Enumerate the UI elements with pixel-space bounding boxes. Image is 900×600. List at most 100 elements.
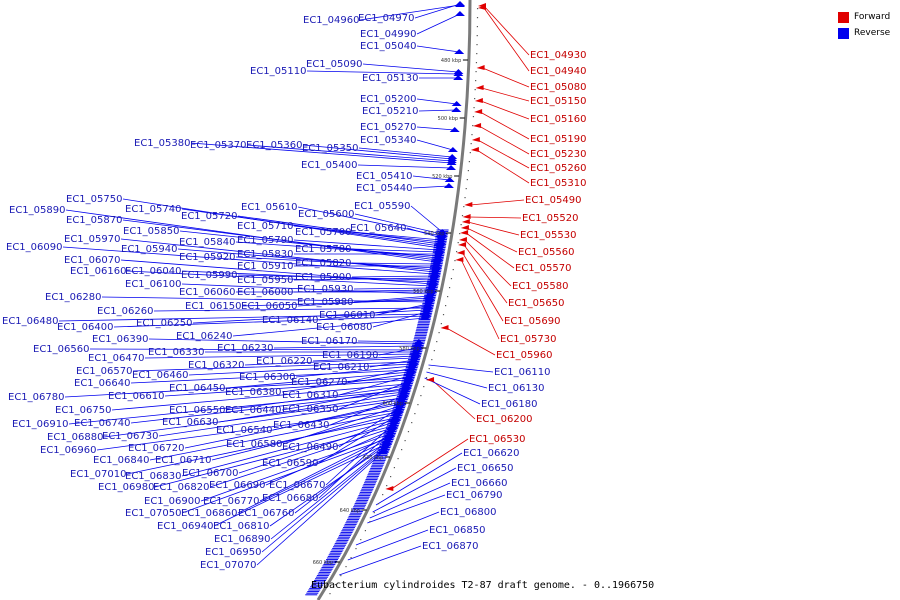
- gene-label-left: EC1_05890: [9, 205, 65, 216]
- connector-line: [465, 232, 515, 269]
- gene-label-left: EC1_06590: [262, 458, 318, 469]
- gene-label-right-forward: EC1_05150: [530, 96, 586, 107]
- gene-label-left: EC1_06560: [33, 344, 89, 355]
- connector-line: [480, 100, 530, 120]
- connector-line: [357, 164, 452, 169]
- gene-label-left: EC1_06000: [237, 287, 293, 298]
- connector-line: [130, 391, 405, 424]
- connector-line: [148, 338, 419, 345]
- connector-line: [416, 126, 455, 131]
- reverse-gene-feature: [453, 71, 464, 76]
- gene-label-left: EC1_06280: [45, 292, 101, 303]
- gene-label-left: EC1_06760: [238, 508, 294, 519]
- gene-label-right-reverse: EC1_06790: [446, 490, 502, 501]
- gene-label-right-forward: EC1_05730: [500, 334, 556, 345]
- legend-forward-label: Forward: [854, 12, 891, 22]
- connector-line: [246, 144, 452, 162]
- gene-label-left: EC1_06680: [262, 493, 318, 504]
- backbone-dot: [467, 170, 469, 172]
- connector-line: [351, 231, 441, 241]
- gene-label-left: EC1_05040: [360, 41, 416, 52]
- connector-line: [218, 393, 404, 423]
- connector-line: [293, 239, 440, 251]
- gene-label-left: EC1_06710: [155, 455, 211, 466]
- backbone-dot: [464, 197, 466, 199]
- backbone-dot: [475, 71, 477, 73]
- backbone-dot: [469, 152, 471, 154]
- gene-label-right-forward: EC1_05190: [530, 134, 586, 145]
- legend-forward: Forward: [838, 9, 890, 25]
- backbone-dot: [475, 62, 478, 64]
- connector-line: [188, 363, 413, 376]
- gene-label-left: EC1_05980: [297, 297, 353, 308]
- connector-line: [181, 270, 434, 283]
- connector-line: [351, 248, 439, 253]
- backbone-dot: [417, 404, 419, 406]
- gene-label-left: EC1_05930: [297, 284, 353, 295]
- connector-line: [181, 437, 389, 514]
- gene-label-left: EC1_05750: [66, 194, 122, 205]
- connector-line: [428, 364, 494, 373]
- backbone-dot: [407, 431, 410, 433]
- backbone-dot: [355, 548, 357, 550]
- backbone-dot: [456, 251, 458, 253]
- connector-line: [113, 315, 426, 328]
- connector-line: [359, 4, 461, 21]
- connector-line: [468, 216, 522, 219]
- connector-line: [318, 431, 391, 499]
- forward-gene-feature: [460, 225, 469, 230]
- gene-label-right-forward: EC1_04930: [530, 50, 586, 61]
- backbone-dot: [448, 287, 451, 289]
- forward-gene-feature: [473, 123, 482, 128]
- legend: Forward Reverse: [838, 9, 890, 41]
- legend-reverse: Reverse: [838, 25, 890, 41]
- backbone-dot: [404, 440, 406, 442]
- connector-line: [184, 403, 401, 449]
- connector-line: [259, 435, 390, 502]
- gene-label-left: EC1_06400: [57, 322, 113, 333]
- gene-label-left: EC1_06450: [169, 383, 225, 394]
- gene-label-left: EC1_06350: [282, 404, 338, 415]
- reverse-gene-feature: [444, 177, 455, 182]
- gene-label-left: EC1_06380: [225, 387, 281, 398]
- connector-line: [96, 409, 399, 451]
- scale-tick-label: 640 kbp: [340, 508, 360, 514]
- connector-line: [209, 427, 393, 488]
- forward-gene-feature: [474, 98, 483, 103]
- connector-line: [126, 270, 433, 287]
- connector-line: [270, 447, 385, 540]
- connector-line: [412, 175, 450, 181]
- connector-line: [295, 365, 413, 378]
- gene-label-left: EC1_06440: [225, 405, 281, 416]
- backbone-dot: [386, 485, 388, 487]
- connector-line: [269, 445, 386, 527]
- scale-tick-label: 500 kbp: [438, 116, 458, 122]
- backbone-dot: [373, 512, 375, 514]
- connector-line: [237, 439, 388, 514]
- connector-line: [462, 252, 504, 322]
- connector-line: [416, 139, 454, 151]
- reverse-gene-feature: [446, 165, 457, 170]
- backbone-dot: [431, 359, 433, 361]
- backbone-dot: [474, 89, 476, 91]
- connector-line: [261, 449, 384, 553]
- gene-label-left: EC1_05370: [190, 140, 246, 151]
- connector-line: [466, 227, 518, 253]
- gene-label-left: EC1_05840: [179, 237, 235, 248]
- connector-line: [126, 417, 396, 475]
- connector-line: [190, 142, 452, 164]
- connector-line: [65, 209, 438, 263]
- gene-label-left: EC1_05950: [237, 275, 293, 286]
- connector-line: [241, 299, 430, 307]
- connector-line: [460, 259, 500, 340]
- forward-gene-feature: [464, 202, 473, 207]
- connector-line: [351, 262, 437, 265]
- connector-line: [68, 389, 405, 425]
- gene-label-left: EC1_06700: [182, 468, 238, 479]
- connector-line: [482, 67, 530, 88]
- gene-label-left: EC1_05720: [181, 211, 237, 222]
- gene-label-left: EC1_06550: [169, 405, 225, 416]
- reverse-gene-feature: [451, 101, 462, 106]
- connector-line: [225, 385, 407, 411]
